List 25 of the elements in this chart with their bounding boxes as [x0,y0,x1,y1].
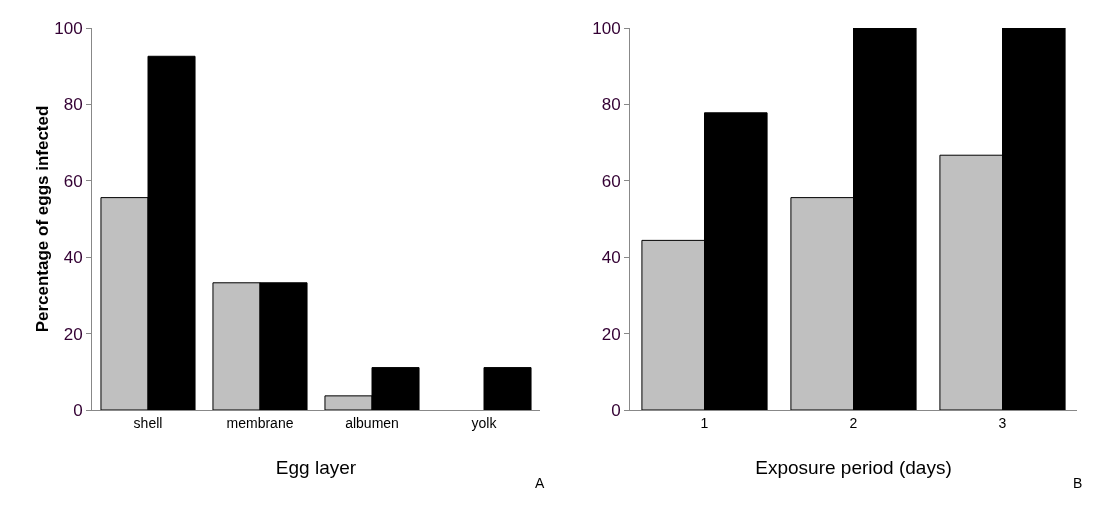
x-tick-label: 1 [700,414,709,431]
y-tick-label: 100 [592,18,621,38]
x-tick-label: shell [133,414,163,431]
y-tick-label: 80 [601,95,621,115]
y-tick-label: 20 [601,324,621,344]
y-tick-label: 0 [611,400,621,420]
y-tick-label: 40 [63,248,83,268]
text: A [535,475,545,491]
y-tick-label: 0 [73,400,83,420]
text: B [1073,475,1083,491]
x-tick-label: 2 [849,414,858,431]
x-tick-label: membrane [226,414,294,431]
y-tick-label: 100 [54,18,83,38]
y-tick-label: 80 [63,95,83,115]
y-tick-label: 20 [63,324,83,344]
y-tick-label: 60 [63,171,83,191]
y-tick-label: 60 [601,171,621,191]
x-tick-label: albumen [345,414,399,431]
y-tick-label: 40 [601,248,621,268]
y-axis-title: Percentage of eggs infected [33,105,52,333]
x-tick-label: 3 [998,414,1007,431]
x-tick-label: yolk [471,414,498,431]
x-axis-title: Egg layer [275,456,357,478]
bar [483,367,532,410]
x-axis-title: Exposure period (days) [755,456,952,478]
